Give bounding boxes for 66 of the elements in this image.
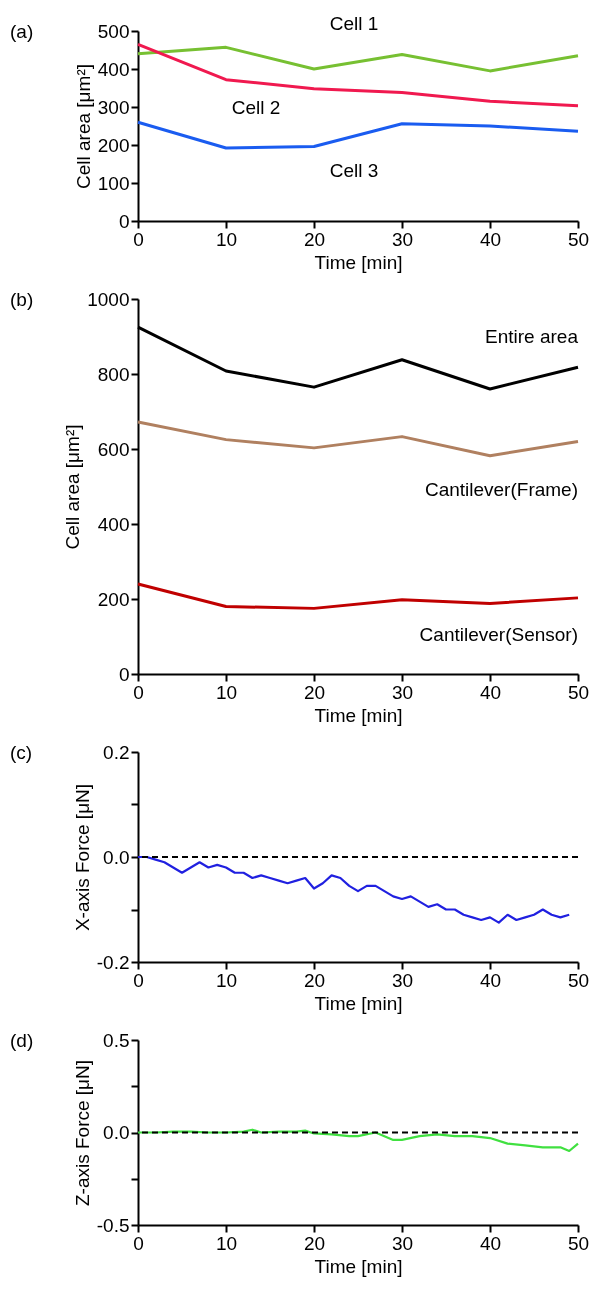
y-axis-title: X-axis Force [μN] — [71, 783, 93, 932]
y-tick-label: 0 — [118, 210, 130, 232]
series-label: Cantilever(Frame) — [424, 478, 578, 500]
x-tick-label: 30 — [391, 1232, 414, 1254]
line-series — [136, 45, 580, 73]
y-tick-label: 0 — [118, 663, 130, 685]
series-label: Cell 2 — [231, 96, 281, 118]
x-tick-label: 30 — [391, 969, 414, 991]
y-tick-label: 400 — [97, 58, 130, 80]
x-axis-title: Time [min] — [314, 704, 403, 726]
y-tick-label: 500 — [97, 20, 130, 42]
x-tick-label: 0 — [133, 1232, 144, 1254]
chart-title: (d) — [10, 1030, 34, 1051]
y-tick-label: 1000 — [87, 288, 130, 310]
series-label: Cantilever(Sensor) — [419, 623, 578, 645]
y-tick-label: 600 — [97, 438, 130, 460]
x-tick-label: 10 — [215, 1232, 238, 1254]
series-label: Cell 3 — [329, 159, 379, 181]
y-tick-label: 0.5 — [103, 1029, 130, 1051]
x-tick-label: 40 — [479, 228, 502, 250]
x-tick-label: 40 — [479, 969, 502, 991]
line-series — [136, 120, 580, 150]
x-tick-label: 20 — [303, 228, 326, 250]
x-axis-title: Time [min] — [314, 251, 403, 273]
series-label: Cell 1 — [329, 13, 379, 34]
y-axis-title: Cell area [μm²] — [72, 64, 94, 189]
x-tick-label: 50 — [567, 1232, 590, 1254]
x-tick-label: 30 — [391, 681, 414, 703]
y-tick-label: 0.2 — [103, 741, 130, 763]
x-axis-title: Time [min] — [314, 1255, 403, 1277]
y-tick-label: 200 — [97, 134, 130, 156]
x-tick-label: 20 — [303, 681, 326, 703]
y-tick-label: -0.2 — [96, 951, 130, 973]
x-tick-label: 20 — [303, 1232, 326, 1254]
x-tick-label: 10 — [215, 228, 238, 250]
x-tick-label: 50 — [567, 228, 590, 250]
chart-title: (c) — [10, 742, 33, 763]
line-series — [136, 582, 580, 610]
y-tick-label: 100 — [97, 172, 130, 194]
x-tick-label: 20 — [303, 969, 326, 991]
line-series — [136, 855, 571, 924]
y-tick-label: 800 — [97, 363, 130, 385]
chart-title: (b) — [10, 289, 34, 310]
y-tick-label: 300 — [97, 96, 130, 118]
y-axis-title: Cell area [μm²] — [62, 424, 84, 550]
y-tick-label: 0.0 — [103, 846, 130, 868]
x-tick-label: 0 — [133, 228, 144, 250]
y-tick-label: 200 — [97, 588, 130, 610]
y-tick-label: 0.0 — [103, 1122, 130, 1143]
series-label: Entire area — [485, 326, 579, 348]
x-tick-label: 10 — [215, 681, 238, 703]
y-axis-title: Z-axis Force [μN] — [71, 1059, 93, 1207]
x-tick-label: 0 — [133, 969, 144, 991]
x-tick-label: 50 — [567, 969, 590, 991]
x-tick-label: 10 — [215, 969, 238, 991]
x-tick-label: 40 — [479, 681, 502, 703]
x-tick-label: 0 — [133, 681, 144, 703]
y-tick-label: 400 — [97, 513, 130, 535]
x-axis-title: Time [min] — [314, 992, 403, 1014]
line-series — [136, 1128, 580, 1153]
chart-title: (a) — [10, 21, 34, 42]
x-tick-label: 30 — [391, 228, 414, 250]
y-tick-label: -0.5 — [96, 1214, 130, 1236]
x-tick-label: 40 — [479, 1232, 502, 1254]
line-series — [136, 420, 580, 458]
x-tick-label: 50 — [567, 681, 590, 703]
